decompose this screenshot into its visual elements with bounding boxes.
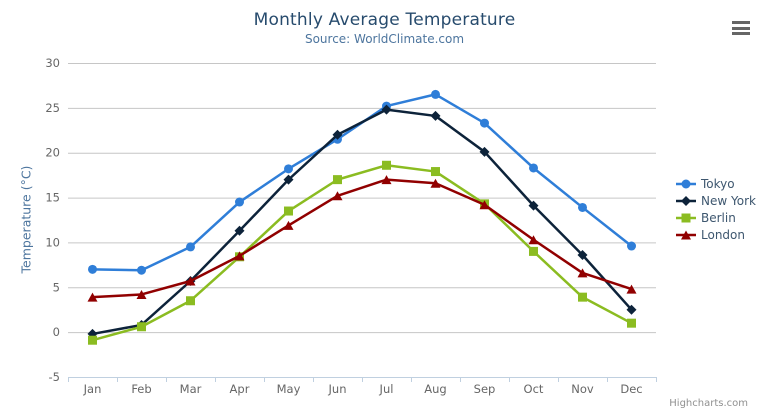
series-marker bbox=[186, 296, 195, 306]
y-axis-label: 30 bbox=[45, 56, 60, 70]
legend-item-berlin[interactable]: Berlin bbox=[676, 209, 756, 226]
x-axis-label: Sep bbox=[474, 382, 496, 396]
series-marker bbox=[681, 213, 691, 222]
series-marker bbox=[431, 89, 440, 99]
x-axis-label: Aug bbox=[424, 382, 446, 396]
series-marker bbox=[332, 191, 343, 201]
series-marker bbox=[88, 264, 97, 274]
series-marker bbox=[430, 110, 441, 121]
circle-legend-icon bbox=[676, 179, 696, 188]
series-marker bbox=[626, 284, 637, 294]
series-marker bbox=[284, 206, 293, 216]
series-marker bbox=[479, 146, 490, 157]
context-menu-button[interactable] bbox=[732, 21, 750, 35]
x-axis-label: Nov bbox=[571, 382, 594, 396]
series-marker bbox=[528, 200, 539, 211]
legend-label: Berlin bbox=[701, 210, 736, 225]
diamond-legend-icon bbox=[676, 195, 696, 206]
y-axis-label: 0 bbox=[53, 325, 60, 339]
series-marker bbox=[681, 179, 691, 188]
legend-item-new-york[interactable]: New York bbox=[676, 192, 756, 209]
legend-label: London bbox=[701, 227, 745, 242]
series-marker bbox=[381, 175, 392, 185]
series-marker bbox=[186, 242, 195, 252]
x-axis-label: Mar bbox=[180, 382, 202, 396]
series-marker bbox=[185, 276, 196, 286]
y-axis-label: 10 bbox=[45, 235, 60, 249]
series-marker bbox=[627, 241, 636, 251]
legend-item-london[interactable]: London bbox=[676, 226, 756, 243]
legend-label: Tokyo bbox=[701, 176, 735, 191]
series-marker bbox=[577, 249, 588, 260]
square-legend-icon bbox=[676, 213, 696, 222]
chart-title: Monthly Average Temperature bbox=[253, 10, 516, 30]
series-marker bbox=[235, 197, 244, 207]
x-axis-label: Dec bbox=[620, 382, 642, 396]
series-line-berlin bbox=[91, 164, 633, 342]
series-marker bbox=[234, 251, 245, 261]
x-axis-label: Oct bbox=[524, 382, 544, 396]
series-marker bbox=[88, 335, 97, 345]
legend: Tokyo New York Berlin London bbox=[676, 175, 756, 243]
series-marker bbox=[382, 160, 391, 170]
series-marker bbox=[626, 304, 637, 315]
series-marker bbox=[283, 220, 294, 230]
series-marker bbox=[87, 292, 98, 302]
series-marker bbox=[681, 195, 691, 206]
series-marker bbox=[479, 200, 490, 210]
series-marker bbox=[234, 225, 245, 236]
x-axis-label: Jan bbox=[83, 382, 102, 396]
series-marker bbox=[577, 268, 588, 278]
series-line-tokyo bbox=[91, 93, 633, 272]
legend-item-tokyo[interactable]: Tokyo bbox=[676, 175, 756, 192]
series-marker bbox=[137, 265, 146, 275]
y-axis-label: -5 bbox=[49, 370, 60, 384]
series-marker bbox=[381, 104, 392, 115]
series-marker bbox=[137, 322, 146, 332]
series-marker bbox=[681, 230, 691, 239]
series-marker bbox=[332, 129, 343, 140]
series-marker bbox=[283, 174, 294, 185]
x-axis-label: Jun bbox=[328, 382, 347, 396]
series-marker bbox=[627, 318, 636, 328]
series-line-london bbox=[91, 178, 633, 299]
y-axis-label: 20 bbox=[45, 146, 60, 160]
y-axis-label: 15 bbox=[45, 191, 60, 205]
x-axis-label: Apr bbox=[230, 382, 250, 396]
x-axis-label: Feb bbox=[131, 382, 151, 396]
x-axis-label: Jul bbox=[379, 382, 394, 396]
series-marker bbox=[529, 246, 538, 256]
series-marker bbox=[578, 202, 587, 212]
series-line-new-york bbox=[91, 108, 633, 336]
y-axis-label: 5 bbox=[53, 280, 60, 294]
x-axis-label: May bbox=[277, 382, 301, 396]
y-axis-title: Temperature (°C) bbox=[18, 165, 34, 274]
series-marker bbox=[430, 178, 441, 188]
series-marker bbox=[431, 167, 440, 177]
series-marker bbox=[528, 235, 539, 245]
series-marker bbox=[333, 175, 342, 185]
series-marker bbox=[578, 292, 587, 302]
series-marker bbox=[136, 289, 147, 299]
series-marker bbox=[480, 118, 489, 128]
chart-subtitle: Source: WorldClimate.com bbox=[304, 32, 465, 46]
legend-label: New York bbox=[701, 193, 756, 208]
highcharts-credit[interactable]: Highcharts.com bbox=[669, 398, 748, 409]
triangle-legend-icon bbox=[676, 230, 696, 239]
y-axis-label: 25 bbox=[45, 101, 60, 115]
series-marker bbox=[529, 163, 538, 173]
series-marker bbox=[284, 164, 293, 174]
